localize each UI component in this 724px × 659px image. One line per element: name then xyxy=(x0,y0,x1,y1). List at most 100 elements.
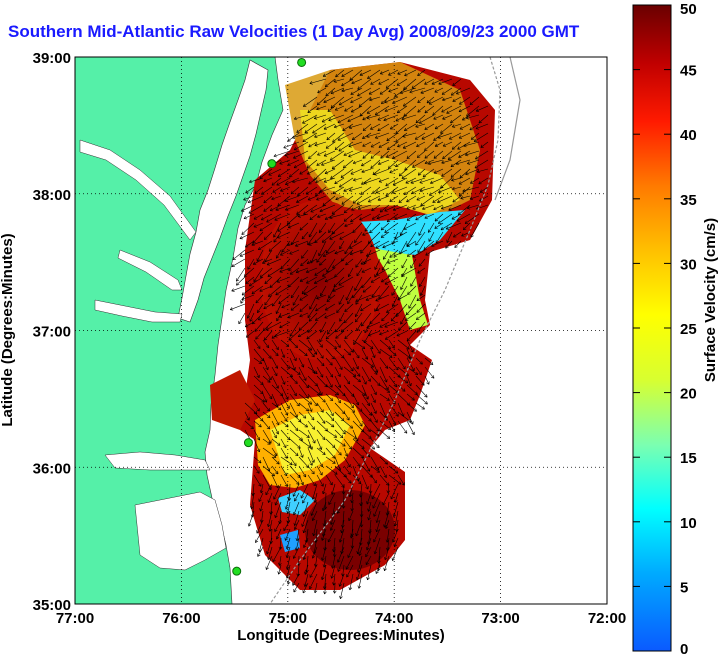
vector-head xyxy=(287,581,291,585)
vector-arrow xyxy=(385,186,399,197)
vector-head xyxy=(260,383,264,385)
vector-arrow xyxy=(308,177,318,185)
vector-head xyxy=(367,508,369,512)
vector-arrow xyxy=(376,510,381,523)
vector-head xyxy=(284,456,288,459)
vector-arrow xyxy=(432,195,444,203)
vector-arrow xyxy=(313,168,327,181)
vector-arrow xyxy=(416,195,426,201)
vector-arrow xyxy=(370,78,381,85)
vector-arrow xyxy=(397,105,408,114)
vector-arrow xyxy=(450,159,462,167)
vector-arrow xyxy=(388,375,398,388)
vector-head xyxy=(469,196,473,200)
vector-head xyxy=(262,260,265,264)
vector-head xyxy=(411,369,415,372)
vector-head xyxy=(231,263,234,267)
vector-head xyxy=(358,494,361,498)
vector-arrow xyxy=(381,276,390,283)
vector-arrow xyxy=(424,105,435,114)
vector-arrow xyxy=(274,501,282,518)
vector-head xyxy=(355,298,358,302)
vector-arrow xyxy=(397,294,408,301)
vector-head xyxy=(285,181,288,185)
vector-arrow xyxy=(351,204,363,211)
vector-head xyxy=(423,246,426,250)
vector-arrow xyxy=(352,375,361,383)
vector-head xyxy=(371,345,374,349)
vector-head xyxy=(415,122,419,124)
vector-head xyxy=(314,136,318,138)
vector-arrow xyxy=(298,384,309,399)
vector-head xyxy=(451,178,454,181)
vector-head xyxy=(315,308,318,311)
vector-head xyxy=(284,419,288,422)
vector-arrow xyxy=(404,123,417,131)
vector-arrow xyxy=(390,483,399,500)
vector-head xyxy=(274,334,277,337)
vector-head xyxy=(311,418,315,421)
vector-arrow xyxy=(474,159,489,169)
vector-arrow xyxy=(361,177,372,185)
vector-arrow xyxy=(280,420,289,428)
vector-head xyxy=(255,300,257,304)
vector-head xyxy=(360,251,364,254)
vector-head xyxy=(416,197,419,201)
vector-head xyxy=(368,199,371,203)
vector-head xyxy=(333,81,337,83)
vector-head xyxy=(415,126,419,128)
vector-head xyxy=(339,247,343,250)
vector-arrow xyxy=(361,501,363,517)
vector-arrow xyxy=(375,303,390,311)
vector-head xyxy=(327,332,331,335)
vector-head xyxy=(299,308,301,312)
vector-head xyxy=(361,524,364,528)
vector-head xyxy=(275,354,279,357)
vector-head xyxy=(384,568,387,572)
vector-arrow xyxy=(253,420,262,428)
vector-head xyxy=(452,199,455,203)
vector-head xyxy=(306,280,309,284)
vector-head xyxy=(343,355,345,359)
vector-arrow xyxy=(369,222,381,234)
vector-arrow xyxy=(317,96,327,106)
vector-head xyxy=(348,125,352,129)
vector-head xyxy=(247,267,251,270)
vector-arrow xyxy=(341,78,354,87)
vector-head xyxy=(309,216,312,220)
vector-arrow xyxy=(452,96,462,102)
vector-head xyxy=(285,207,288,211)
vector-head xyxy=(361,181,363,185)
vector-head xyxy=(474,165,477,169)
vector-arrow xyxy=(352,222,363,233)
vector-head xyxy=(293,358,297,362)
vector-arrow xyxy=(350,168,363,175)
vector-head xyxy=(385,193,388,197)
vector-arrow xyxy=(373,528,381,543)
vector-head xyxy=(284,484,288,487)
vector-arrow xyxy=(370,348,376,358)
vector-arrow xyxy=(360,240,372,254)
vector-arrow xyxy=(352,447,364,459)
vector-arrow xyxy=(324,492,327,510)
vector-arrow xyxy=(382,492,390,506)
vector-head xyxy=(346,567,349,570)
vector-head xyxy=(403,226,406,230)
vector-arrow xyxy=(289,321,300,337)
vector-arrow xyxy=(307,465,315,475)
vector-head xyxy=(341,412,345,414)
vector-head xyxy=(452,126,456,128)
vector-arrow xyxy=(462,114,471,121)
vector-head xyxy=(276,256,280,259)
vector-head xyxy=(334,107,338,111)
vector-head xyxy=(395,528,397,532)
vector-arrow xyxy=(289,249,300,255)
vector-arrow xyxy=(271,474,279,489)
vector-head xyxy=(325,95,329,97)
vector-arrow xyxy=(381,258,390,271)
vector-arrow xyxy=(397,357,406,370)
vector-arrow xyxy=(397,411,412,423)
vector-head xyxy=(400,233,404,236)
vector-arrow xyxy=(388,348,397,356)
vector-arrow xyxy=(309,213,318,220)
